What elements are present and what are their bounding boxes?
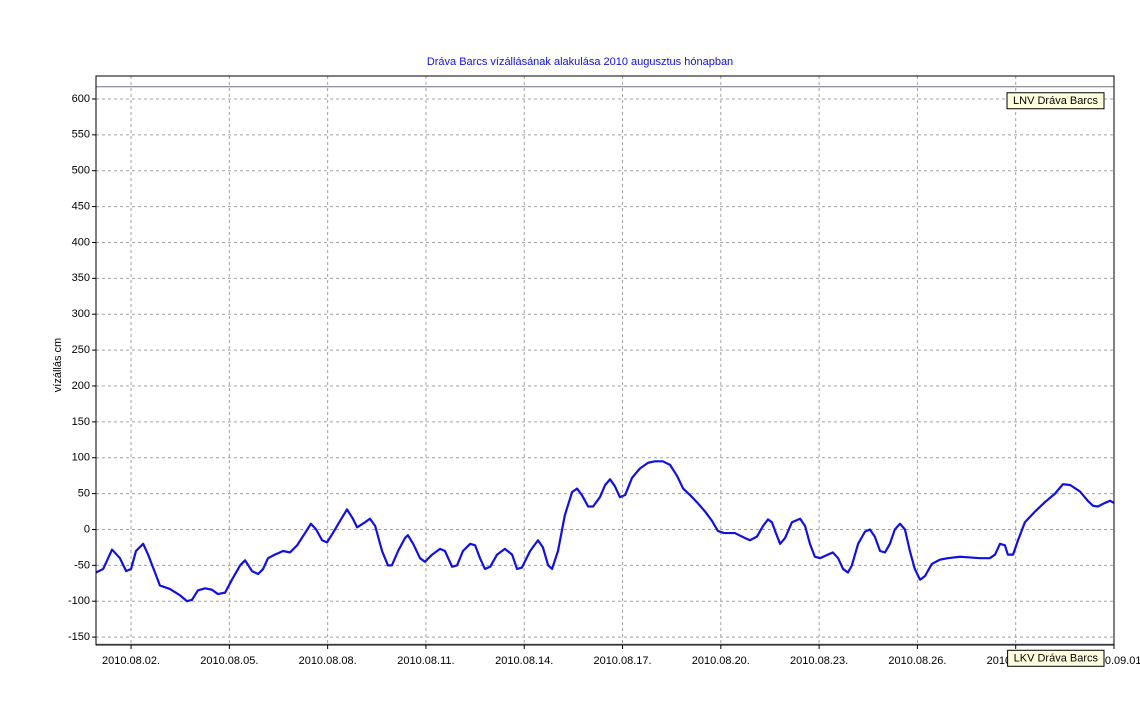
reference-label: LKV Dráva Barcs [1014,653,1099,665]
x-tick-label: 2010.08.14. [495,655,553,667]
y-tick-label: 0 [84,523,90,535]
x-tick-label: 2010.08.05. [200,655,258,667]
water-level-line [95,460,1115,603]
y-tick-label: 300 [72,308,90,320]
x-tick-label: 2010.08.11. [397,655,454,667]
y-tick-label: 600 [72,93,90,105]
x-tick-label: 2010.08.17. [593,655,651,667]
y-tick-label: 200 [72,380,90,392]
y-tick-label: 550 [72,129,90,141]
y-tick-label: -50 [74,559,90,571]
y-tick-label: 350 [72,272,90,284]
y-tick-label: 500 [72,165,90,177]
reference-label-box [1007,649,1105,667]
y-tick-label: -150 [68,631,90,643]
reference-label: LNV Dráva Barcs [1013,95,1098,107]
reference-label-box [1006,92,1105,110]
plot-area [96,76,1114,645]
y-tick-label: 250 [72,344,90,356]
x-tick-label: 2010.08.20. [692,655,750,667]
y-tick-label: 400 [72,236,90,248]
x-tick-label: 2010.08.23. [790,655,848,667]
x-tick-label: 2010.08.08. [299,655,357,667]
y-tick-label: -100 [68,595,90,607]
y-tick-label: 100 [72,452,90,464]
y-axis-label: vízállás cm [52,338,64,392]
chart-title: Dráva Barcs vízállásának alakulása 2010 … [427,56,733,68]
y-tick-label: 450 [72,200,90,212]
plot-border [95,75,1115,646]
x-tick-label: 2010.08.02. [102,655,160,667]
x-tick-label: 2010.08.26. [888,655,946,667]
y-tick-label: 150 [72,416,90,428]
y-tick-label: 50 [78,488,90,500]
